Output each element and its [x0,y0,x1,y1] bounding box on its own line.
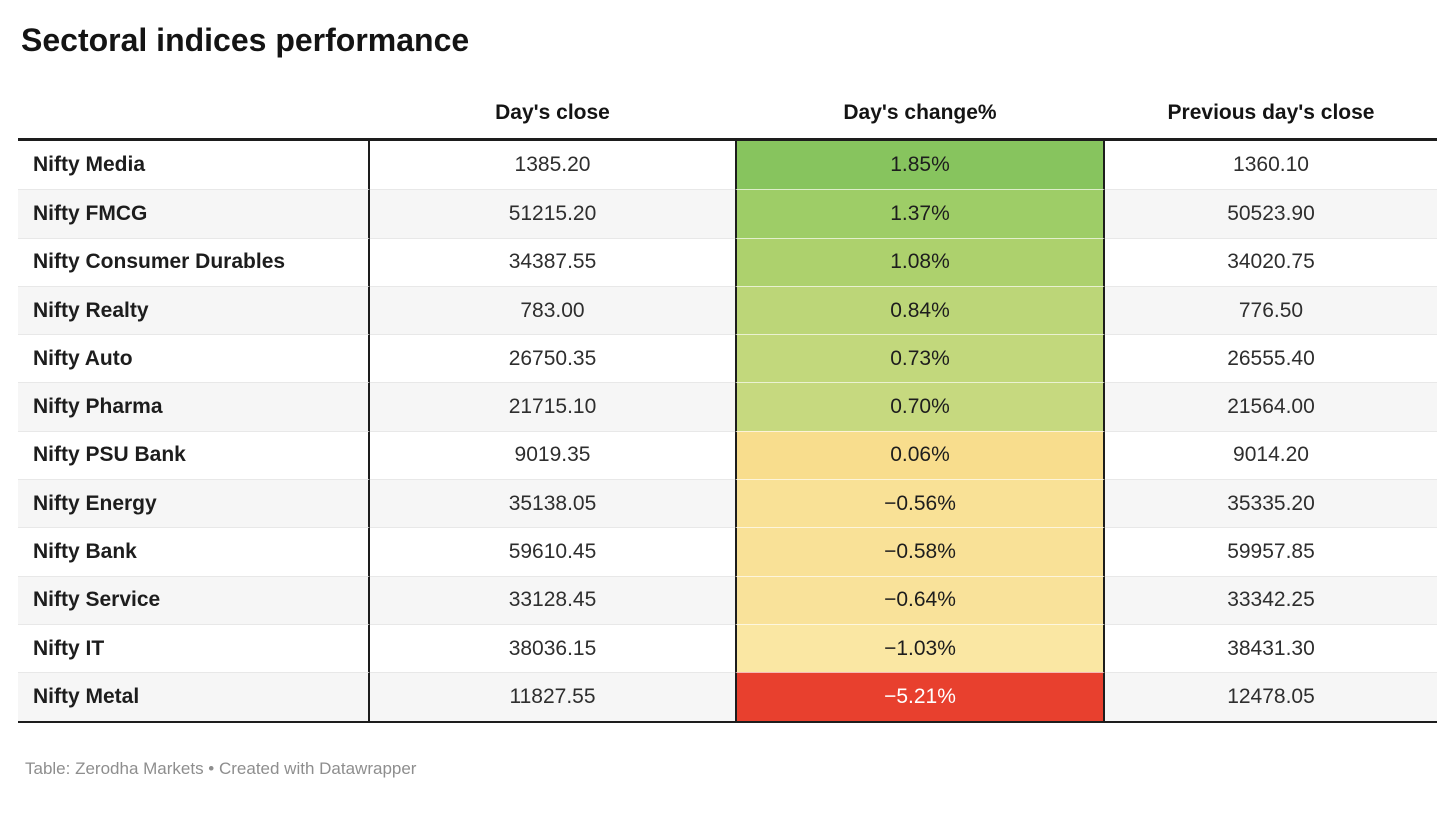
column-header-prev-close: Previous day's close [1167,101,1375,124]
table-row: Nifty Bank 59610.45 −0.58% 59957.85 [18,527,1437,576]
days-change-cell: 0.84% [735,285,1105,335]
page-title: Sectoral indices performance [21,22,470,58]
prev-close-cell: 34020.75 [1105,237,1437,286]
prev-close-cell: 12478.05 [1105,672,1437,720]
days-close-cell: 35138.05 [370,479,735,527]
prev-close-cell: 33342.25 [1105,575,1437,624]
days-close-cell: 38036.15 [370,623,735,672]
days-change-cell: 0.06% [735,430,1105,480]
table-row: Nifty Media 1385.20 1.85% 1360.10 [18,141,1437,190]
index-name-cell: Nifty IT [18,623,370,673]
table-header-row: Day's close Day's change% Previous day's… [18,101,1437,138]
days-change-cell: 1.08% [735,237,1105,286]
column-header-days-close: Day's close [495,101,610,124]
days-change-cell: 0.73% [735,334,1105,383]
days-close-cell: 34387.55 [370,237,735,286]
table-body: Nifty Media 1385.20 1.85% 1360.10 Nifty … [18,138,1437,723]
days-change-cell: −1.03% [735,623,1105,673]
index-name-cell: Nifty Bank [18,527,370,576]
index-name-cell: Nifty Consumer Durables [18,237,370,286]
index-name-cell: Nifty Realty [18,285,370,335]
prev-close-cell: 9014.20 [1105,430,1437,479]
table-row: Nifty Realty 783.00 0.84% 776.50 [18,285,1437,335]
prev-close-cell: 1360.10 [1233,153,1309,177]
days-close-cell: 9019.35 [370,430,735,479]
days-close-cell: 1385.20 [514,153,591,177]
days-change-cell: −0.56% [735,479,1105,528]
days-close-cell: 783.00 [370,285,735,334]
table-row: Nifty PSU Bank 9019.35 0.06% 9014.20 [18,430,1437,480]
days-change-cell: 0.70% [735,382,1105,431]
days-close-cell: 11827.55 [370,672,735,720]
column-header-days-change: Day's change% [843,101,997,124]
index-name-cell: Nifty FMCG [18,189,370,238]
days-close-cell: 51215.20 [370,189,735,237]
prev-close-cell: 38431.30 [1105,623,1437,672]
index-name-cell: Nifty Pharma [18,382,370,431]
days-close-cell: 33128.45 [370,575,735,624]
datawrapper-table-page: Sectoral indices performance Day's close… [0,22,1456,813]
days-change-cell: −5.21% [735,672,1105,721]
table-row: Nifty Energy 35138.05 −0.56% 35335.20 [18,479,1437,528]
table-row: Nifty IT 38036.15 −1.03% 38431.30 [18,623,1437,673]
days-close-cell: 26750.35 [370,334,735,382]
days-change-cell: 1.37% [735,189,1105,238]
days-close-cell: 59610.45 [370,527,735,575]
index-name-cell: Nifty Energy [18,479,370,528]
table-attribution: Table: Zerodha Markets • Created with Da… [25,758,417,778]
days-change-cell: −0.64% [735,575,1105,624]
table-row: Nifty Consumer Durables 34387.55 1.08% 3… [18,237,1437,286]
index-name-cell: Nifty Media [18,141,370,190]
prev-close-cell: 21564.00 [1105,382,1437,430]
table-row: Nifty Service 33128.45 −0.64% 33342.25 [18,575,1437,624]
index-name-cell: Nifty Metal [18,672,370,721]
index-name-cell: Nifty PSU Bank [18,430,370,480]
index-name-cell: Nifty Service [18,575,370,624]
prev-close-cell: 59957.85 [1105,527,1437,575]
prev-close-cell: 35335.20 [1105,479,1437,527]
prev-close-cell: 26555.40 [1105,334,1437,382]
prev-close-cell: 50523.90 [1105,189,1437,237]
table-row: Nifty Pharma 21715.10 0.70% 21564.00 [18,382,1437,431]
table-row: Nifty FMCG 51215.20 1.37% 50523.90 [18,189,1437,238]
sectoral-indices-table: Day's close Day's change% Previous day's… [18,101,1437,723]
days-change-cell: 1.85% [735,141,1105,190]
index-name-cell: Nifty Auto [18,334,370,383]
table-row: Nifty Metal 11827.55 −5.21% 12478.05 [18,672,1437,721]
days-change-cell: −0.58% [735,527,1105,576]
days-close-cell: 21715.10 [370,382,735,430]
prev-close-cell: 776.50 [1105,285,1437,334]
table-row: Nifty Auto 26750.35 0.73% 26555.40 [18,334,1437,383]
